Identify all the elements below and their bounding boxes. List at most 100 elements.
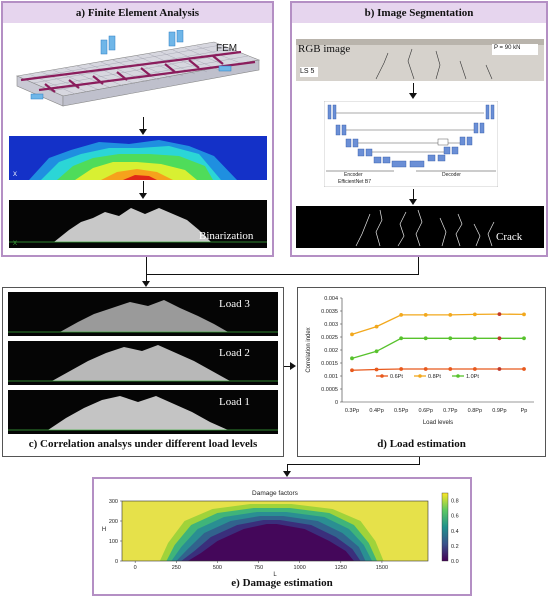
legend-label: 0.6Pt [390, 374, 403, 380]
svg-text:X: X [13, 172, 17, 178]
data-point [423, 367, 428, 371]
x-tick-label: 250 [172, 565, 181, 571]
y-tick-label: 0.0035 [321, 309, 338, 315]
panel-c-caption: c) Correlation analsys under different l… [28, 438, 258, 450]
y-tick-label: 0.002 [324, 348, 338, 354]
y-tick-label: 0 [115, 559, 118, 565]
y-tick-label: 0.0005 [321, 387, 338, 393]
legend-label: 1.0Pt [466, 374, 479, 380]
data-point [448, 313, 453, 317]
x-tick-label: 500 [213, 565, 222, 571]
load-3-image [8, 292, 278, 336]
x-tick-label: 0.3Pp [345, 408, 359, 414]
y-tick-label: 0 [335, 400, 338, 406]
data-point [522, 367, 526, 371]
arrowhead-icon [409, 93, 417, 99]
load-label-1: Load 1 [219, 396, 250, 408]
load-label-3: Load 3 [219, 298, 250, 310]
fem-beam-model: FEM [9, 30, 267, 115]
y-axis-label: Correlation index [306, 327, 312, 372]
y-axis-label: H [102, 527, 106, 533]
data-point [399, 336, 404, 341]
data-point [448, 336, 453, 341]
x-tick-label: 0.9Pp [492, 408, 506, 414]
x-tick-label: 750 [254, 565, 263, 571]
x-tick-label: 0 [134, 565, 137, 571]
arrow-down-icon [413, 189, 414, 201]
data-point [350, 332, 354, 337]
arrow-down-icon [287, 464, 288, 472]
connector-line [419, 457, 420, 465]
encoder-sub-label: EfficientNet B7 [338, 179, 371, 185]
arrowhead-icon [409, 199, 417, 205]
panel-correlation-analysis: Load 3 Load 2 Load 1 c) Correlation anal… [2, 287, 284, 457]
y-tick-label: 300 [109, 499, 118, 505]
y-tick-label: 200 [109, 519, 118, 525]
panel-image-segmentation: b) Image Segmentation RGB image LS 5 P =… [290, 1, 548, 257]
panel-finite-element-analysis: a) Finite Element Analysis [1, 1, 274, 257]
data-point [497, 367, 502, 371]
data-point [350, 368, 354, 373]
series-line [351, 368, 524, 371]
data-point [399, 313, 404, 317]
colorbar-tick-label: 0.6 [451, 514, 459, 520]
panel-load-estimation: 0 0.0005 0.001 0.0015 0.002 0.0025 0.003 0.0035… [297, 287, 546, 457]
x-axis-label: L [273, 572, 277, 577]
connector-line [287, 464, 420, 465]
panel-d-caption: d) Load estimation [377, 438, 466, 450]
colorbar-tick-label: 0.4 [451, 529, 459, 535]
legend-marker [418, 374, 422, 378]
data-point [497, 336, 502, 341]
binarization-label: Binarization [199, 230, 254, 242]
load-label: P = 90 kN [494, 45, 521, 51]
panel-b-title: b) Image Segmentation [292, 3, 546, 23]
y-tick-label: 0.001 [324, 374, 338, 380]
load-label-2: Load 2 [219, 347, 250, 359]
colorbar [441, 492, 449, 562]
rgb-image-label: RGB image [298, 43, 351, 55]
damage-contour [187, 524, 354, 561]
x-tick-label: 0.6Pp [419, 408, 433, 414]
arrow-down-icon [143, 117, 144, 131]
connector-line [146, 257, 147, 275]
connector-line [146, 274, 419, 275]
arrowhead-icon [139, 129, 147, 135]
data-point [423, 313, 428, 317]
x-tick-label: Pp [521, 408, 528, 414]
y-tick-label: 0.003 [324, 322, 338, 328]
data-point [472, 336, 477, 341]
connector-line [418, 257, 419, 275]
data-point [350, 356, 354, 361]
legend-label: 0.8Pt [428, 374, 441, 380]
panel-damage-estimation: Damage factors 0 250 500 750 1000 1250 1500 0 100… [92, 477, 472, 596]
arrow-down-icon [146, 274, 147, 282]
x-tick-label: 0.4Pp [369, 408, 383, 414]
rgb-beam-image [296, 39, 544, 81]
damage-heatmap: Damage factors 0 250 500 750 1000 1250 1500 0 100… [102, 490, 459, 577]
colorbar-tick-label: 0.0 [451, 559, 459, 565]
y-tick-label: 0.004 [324, 296, 338, 302]
data-point [374, 367, 379, 372]
heatmap-frame [121, 500, 429, 562]
arrow-down-icon [143, 181, 144, 195]
data-point [423, 336, 428, 341]
data-point [472, 367, 477, 371]
panel-e-caption: e) Damage estimation [231, 577, 333, 589]
fem-label: FEM [216, 43, 237, 54]
x-tick-label: 0.5Pp [394, 408, 408, 414]
legend-marker [456, 374, 460, 378]
colorbar-tick-label: 0.8 [451, 499, 459, 505]
x-tick-label: 1500 [376, 565, 388, 571]
x-axis-label: Load levels [423, 420, 453, 426]
data-point [374, 324, 379, 329]
load-2-image [8, 341, 278, 385]
data-point [399, 367, 404, 371]
colorbar-tick-label: 0.2 [451, 544, 459, 550]
x-tick-label: 1250 [335, 565, 347, 571]
load-1-image [8, 390, 278, 434]
arrowhead-icon [139, 193, 147, 199]
data-point [374, 349, 379, 354]
y-tick-label: 0.0015 [321, 361, 338, 367]
svg-text:X: X [13, 241, 17, 247]
arrowhead-icon [283, 471, 291, 477]
